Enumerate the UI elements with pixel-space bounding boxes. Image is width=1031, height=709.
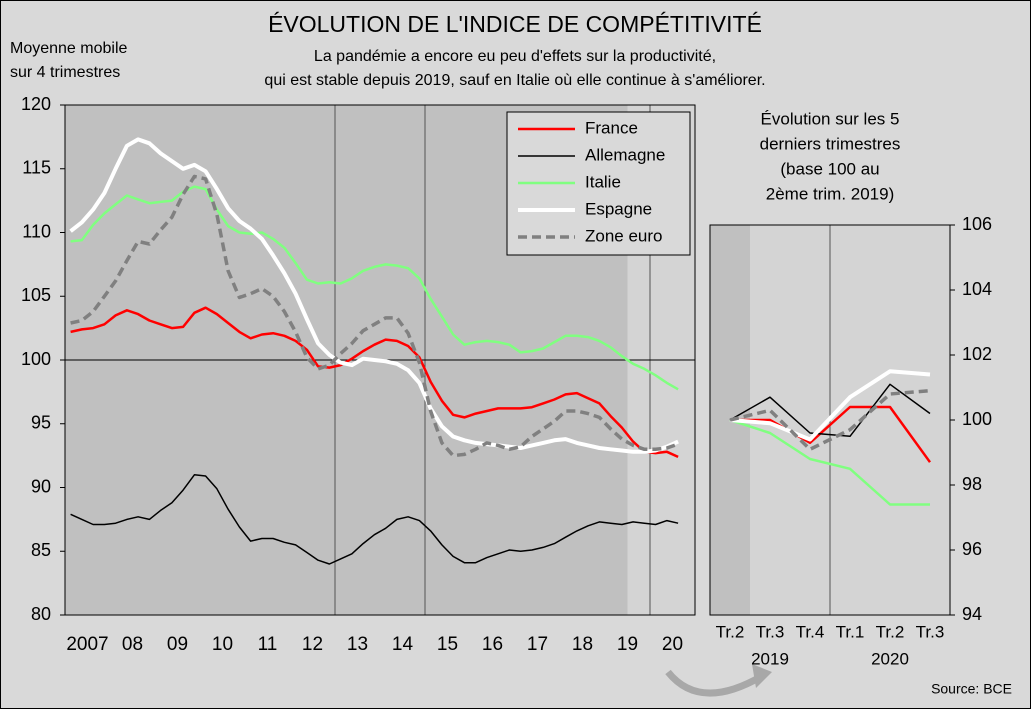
y-tick-label: 104: [962, 279, 992, 299]
x-tick-label: 08: [122, 634, 143, 655]
y-axis-label: sur 4 trimestres: [10, 64, 120, 81]
series-line: [70, 174, 679, 458]
legend-label: Zone euro: [585, 226, 663, 245]
y-tick-label: 98: [962, 474, 982, 494]
y-tick-label: 80: [31, 604, 51, 624]
series-line: [69, 137, 679, 454]
y-tick-label: 106: [962, 214, 992, 234]
legend-label: Italie: [585, 172, 621, 191]
shade-region: [750, 225, 950, 615]
y-tick-label: 95: [31, 413, 51, 433]
y-tick-label: 100: [21, 349, 51, 369]
y-tick-label: 90: [31, 476, 51, 496]
x-tick-label: 15: [437, 634, 458, 655]
x-group-label: 2020: [871, 649, 909, 668]
x-tick-label: 18: [572, 634, 593, 655]
series-line: [729, 383, 931, 438]
y-tick-label: 120: [21, 94, 51, 114]
series-line: [729, 388, 931, 452]
x-tick-label: 10: [212, 634, 233, 655]
legend-label: France: [585, 118, 638, 137]
plot-border: [64, 104, 696, 616]
y-tick-label: 110: [22, 221, 51, 241]
x-tick-label: 2007: [66, 634, 108, 655]
series-line: [70, 185, 679, 391]
chart-title: (base 100 au: [780, 159, 879, 178]
chart-title: ÉVOLUTION DE L'INDICE DE COMPÉTITIVITÉ: [268, 11, 762, 37]
series-line: [730, 405, 932, 463]
chart-title: 2ème trim. 2019): [766, 184, 895, 203]
y-tick-label: 96: [962, 539, 982, 559]
y-tick-label: 85: [31, 540, 51, 560]
x-tick-label: Tr.1: [836, 622, 865, 641]
legend-label: Espagne: [585, 199, 652, 218]
series-line: [70, 306, 679, 459]
chart-subtitle: La pandémie a encore eu peu d'effets sur…: [314, 48, 716, 65]
chart-title: derniers trimestres: [760, 134, 901, 153]
x-tick-label: Tr.4: [796, 622, 825, 641]
source-note: Source: BCE: [931, 681, 1012, 697]
y-tick-label: 100: [962, 409, 992, 429]
x-tick-label: Tr.3: [916, 622, 945, 641]
x-tick-label: 12: [302, 634, 323, 655]
y-tick-label: 102: [962, 344, 992, 364]
x-tick-label: 20: [662, 634, 683, 655]
chart-subtitle: qui est stable depuis 2019, sauf en Ital…: [264, 72, 765, 89]
y-tick-label: 105: [21, 285, 51, 305]
y-tick-label: 94: [962, 604, 982, 624]
x-tick-label: 11: [258, 634, 278, 655]
series-line: [729, 369, 931, 442]
x-tick-label: 17: [527, 634, 548, 655]
x-tick-label: 13: [347, 634, 368, 655]
x-tick-label: Tr.3: [756, 622, 785, 641]
series-line: [70, 474, 679, 565]
x-group-label: 2019: [751, 649, 789, 668]
x-tick-label: 14: [392, 634, 414, 655]
arrow: [665, 669, 764, 697]
x-tick-label: 09: [167, 634, 188, 655]
arrow-head: [752, 664, 772, 688]
y-tick-label: 115: [22, 158, 51, 178]
chart-title: Évolution sur les 5: [761, 109, 900, 128]
legend-label: Allemagne: [585, 145, 665, 164]
series-line: [729, 418, 930, 506]
x-tick-label: 16: [482, 634, 503, 655]
x-tick-label: Tr.2: [876, 622, 905, 641]
x-tick-label: 19: [617, 634, 638, 655]
x-tick-label: Tr.2: [716, 622, 745, 641]
y-axis-label: Moyenne mobile: [10, 40, 128, 57]
plot-border: [709, 224, 951, 616]
